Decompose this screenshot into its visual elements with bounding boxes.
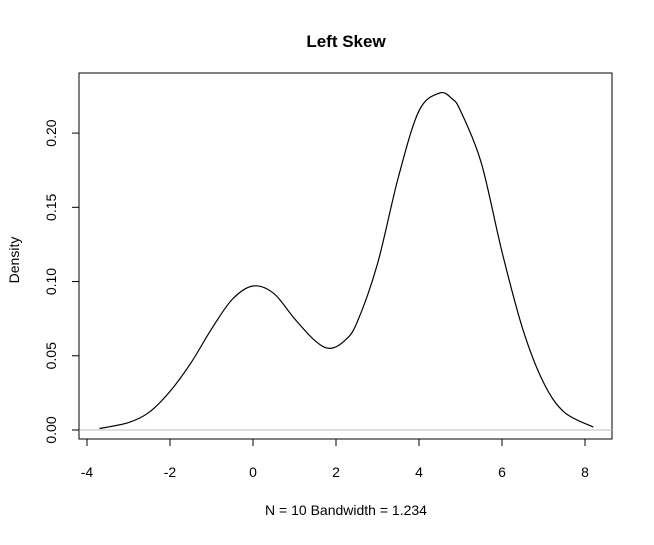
y-axis-label: Density: [6, 237, 22, 284]
y-axis: 0.00 0.05 0.10 0.15 0.20: [43, 119, 80, 444]
x-tick-label: 2: [332, 464, 340, 480]
density-curve-0: [99, 91, 594, 430]
x-tick-label: 6: [498, 464, 506, 480]
plot-frame: [78, 72, 613, 440]
x-tick-label: -4: [81, 464, 94, 480]
chart-title: Left Skew: [306, 32, 386, 51]
y-tick-label: 0.05: [43, 342, 59, 369]
y-tick-label: 0.10: [43, 268, 59, 295]
y-tick-label: 0.15: [43, 193, 59, 220]
x-axis-label: N = 10 Bandwidth = 1.234: [265, 502, 427, 518]
x-tick-label: 0: [249, 464, 257, 480]
x-tick-label: -2: [164, 464, 177, 480]
series-layer: [99, 91, 594, 430]
x-tick-label: 4: [415, 464, 423, 480]
x-tick-label: 8: [581, 464, 589, 480]
y-tick-label: 0.00: [43, 416, 59, 443]
y-tick-label: 0.20: [43, 119, 59, 146]
x-axis: -4 -2 0 2 4 6 8: [81, 438, 589, 480]
